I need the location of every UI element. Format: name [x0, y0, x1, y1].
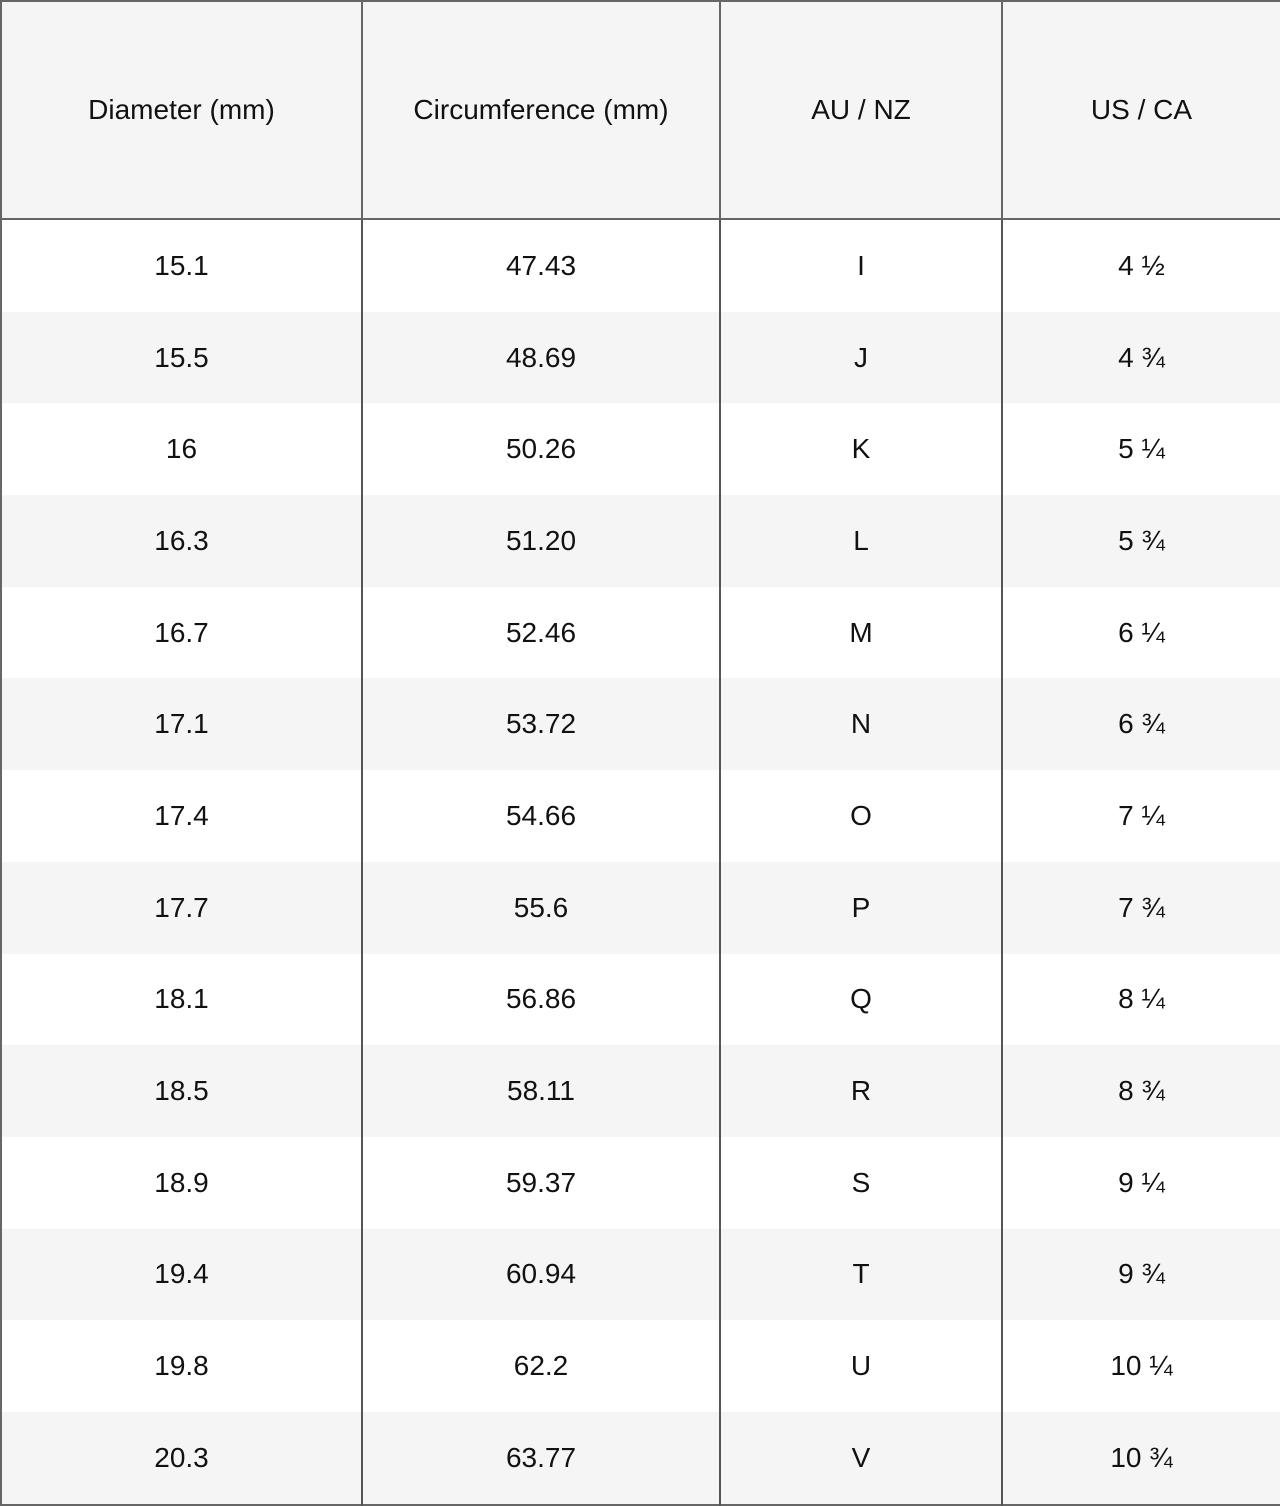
cell-diameter: 17.1	[1, 678, 363, 771]
table-row: 17.4 54.66 O 7 ¼	[1, 770, 1280, 862]
cell-diameter: 17.7	[1, 861, 363, 954]
cell-au-nz: P	[720, 861, 1003, 954]
cell-diameter: 20.3	[1, 1411, 363, 1505]
table-row: 18.9 59.37 S 9 ¼	[1, 1136, 1280, 1229]
table-row: 15.5 48.69 J 4 ¾	[1, 311, 1280, 404]
cell-circumference: 50.26	[362, 403, 721, 496]
cell-diameter: 16.7	[1, 586, 363, 679]
cell-us-ca: 4 ¾	[1002, 311, 1280, 404]
cell-us-ca: 7 ¾	[1002, 861, 1280, 954]
column-header-us-ca: US / CA	[1002, 1, 1280, 220]
cell-us-ca: 10 ¼	[1110, 1350, 1173, 1382]
table-row: 16 50.26 K 5 ¼	[1, 403, 1280, 496]
cell-circumference: 55.6	[362, 861, 721, 954]
cell-us-ca: 6 ¾	[1002, 678, 1280, 771]
cell-us-ca: 5 ¼	[1118, 433, 1165, 465]
cell-au-nz: M	[720, 586, 1003, 679]
column-header-circumference: Circumference (mm)	[362, 1, 721, 220]
cell-au-nz: T	[720, 1228, 1003, 1321]
cell-circumference: 53.72	[362, 678, 721, 771]
cell-diameter: 18.5	[1, 1045, 363, 1137]
cell-us-ca: 8 ¼	[1118, 983, 1165, 1015]
cell-circumference: 47.43	[362, 219, 721, 312]
cell-us-ca: 9 ¾	[1002, 1228, 1280, 1321]
cell-circumference: 54.66	[362, 770, 721, 862]
cell-us-ca: 9 ¼	[1118, 1166, 1165, 1198]
cell-circumference: 59.37	[362, 1136, 721, 1229]
cell-diameter: 18.1	[1, 953, 363, 1046]
cell-au-nz: K	[720, 403, 1003, 496]
cell-circumference: 58.11	[362, 1045, 721, 1137]
cell-au-nz: Q	[720, 953, 1003, 1046]
header-row: Diameter (mm) Circumference (mm) AU / NZ US…	[1, 1, 1280, 220]
cell-diameter: 18.9	[1, 1136, 363, 1229]
cell-us-ca: 4 ½	[1118, 249, 1165, 281]
cell-au-nz: R	[720, 1045, 1003, 1137]
cell-us-ca: 6 ¼	[1118, 616, 1165, 648]
cell-us-ca: 8 ¾	[1002, 1045, 1280, 1137]
cell-diameter: 15.5	[1, 311, 363, 404]
table-row: 18.1 56.86 Q 8 ¼	[1, 953, 1280, 1046]
table-row: 19.8 62.2 U 10 ¼	[1, 1320, 1280, 1412]
cell-au-nz: U	[720, 1320, 1003, 1412]
cell-au-nz: S	[720, 1136, 1003, 1229]
cell-au-nz: N	[720, 678, 1003, 771]
column-header-diameter: Diameter (mm)	[1, 1, 363, 220]
cell-circumference: 56.86	[362, 953, 721, 1046]
cell-diameter: 19.8	[1, 1320, 363, 1412]
cell-circumference: 62.2	[362, 1320, 721, 1412]
table-row: 18.5 58.11 R 8 ¾	[1, 1045, 1280, 1137]
cell-diameter: 19.4	[1, 1228, 363, 1321]
cell-us-ca: 5 ¾	[1002, 495, 1280, 587]
cell-us-ca: 7 ¼	[1118, 799, 1165, 831]
table-row: 17.1 53.72 N 6 ¾	[1, 678, 1280, 771]
table-row: 19.4 60.94 T 9 ¾	[1, 1228, 1280, 1321]
cell-diameter: 15.1	[1, 219, 363, 312]
cell-circumference: 48.69	[362, 311, 721, 404]
table-row: 15.1 47.43 I 4 ½	[1, 219, 1280, 312]
cell-au-nz: V	[720, 1411, 1003, 1505]
cell-au-nz: J	[720, 311, 1003, 404]
cell-au-nz: O	[720, 770, 1003, 862]
cell-circumference: 51.20	[362, 495, 721, 587]
cell-circumference: 52.46	[362, 586, 721, 679]
cell-diameter: 16	[1, 403, 363, 496]
cell-au-nz: I	[720, 219, 1003, 312]
cell-diameter: 16.3	[1, 495, 363, 587]
column-header-au-nz: AU / NZ	[720, 1, 1003, 220]
table-row: 16.7 52.46 M 6 ¼	[1, 586, 1280, 679]
table-row: 17.7 55.6 P 7 ¾	[1, 861, 1280, 954]
cell-circumference: 63.77	[362, 1411, 721, 1505]
cell-diameter: 17.4	[1, 770, 363, 862]
cell-au-nz: L	[720, 495, 1003, 587]
cell-circumference: 60.94	[362, 1228, 721, 1321]
cell-us-ca: 10 ¾	[1002, 1411, 1280, 1505]
table-row: 16.3 51.20 L 5 ¾	[1, 495, 1280, 587]
table-row: 20.3 63.77 V 10 ¾	[1, 1411, 1280, 1505]
